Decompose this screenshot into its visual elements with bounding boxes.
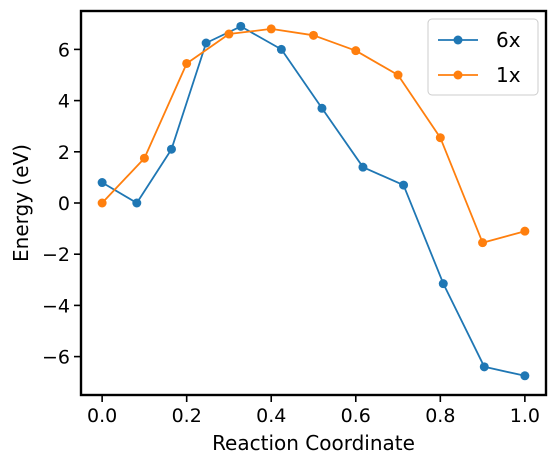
axis-ticks: 0.0 0.2 0.4 0.6 0.8 1.0 −6 −4 −2 0 2 4 6 bbox=[42, 39, 540, 427]
legend-label-6x: 6x bbox=[496, 28, 521, 52]
data-point-1x bbox=[97, 198, 107, 208]
data-point-1x bbox=[435, 133, 445, 143]
x-tick-label: 0.8 bbox=[425, 405, 455, 427]
data-point-1x bbox=[224, 29, 234, 39]
y-tick-label: −6 bbox=[42, 347, 70, 369]
data-point-6x bbox=[317, 103, 327, 113]
y-tick-label: 6 bbox=[58, 39, 70, 61]
data-point-6x bbox=[479, 362, 489, 372]
data-point-6x bbox=[236, 21, 246, 31]
data-point-6x bbox=[399, 180, 409, 190]
legend-marker-6x bbox=[453, 35, 463, 45]
legend-label-1x: 1x bbox=[496, 63, 521, 87]
x-tick-label: 0.2 bbox=[172, 405, 202, 427]
data-point-6x bbox=[520, 371, 530, 381]
data-point-6x bbox=[166, 144, 176, 154]
data-point-1x bbox=[478, 238, 488, 248]
data-point-6x bbox=[97, 178, 107, 188]
x-tick-label: 0.0 bbox=[87, 405, 117, 427]
x-tick-label: 1.0 bbox=[510, 405, 540, 427]
data-point-6x bbox=[201, 38, 211, 48]
data-point-1x bbox=[520, 226, 530, 236]
legend-marker-1x bbox=[453, 70, 463, 80]
y-tick-label: −4 bbox=[42, 295, 70, 317]
plot-marks bbox=[97, 21, 530, 381]
data-point-1x bbox=[182, 58, 192, 68]
y-tick-label: 0 bbox=[58, 193, 70, 215]
data-point-1x bbox=[139, 153, 149, 163]
y-tick-label: 4 bbox=[58, 91, 70, 113]
data-point-1x bbox=[266, 24, 276, 34]
series-line-6x bbox=[101, 25, 526, 377]
data-point-1x bbox=[393, 70, 403, 80]
data-point-6x bbox=[358, 162, 368, 172]
data-point-6x bbox=[438, 279, 448, 289]
data-point-6x bbox=[132, 198, 142, 208]
data-point-1x bbox=[309, 30, 318, 40]
x-tick-label: 0.6 bbox=[341, 405, 371, 427]
legend-box bbox=[427, 18, 539, 96]
data-point-1x bbox=[351, 46, 361, 56]
data-point-6x bbox=[276, 44, 286, 54]
y-tick-label: 2 bbox=[58, 142, 70, 164]
y-tick-label: −2 bbox=[42, 244, 70, 266]
x-axis-label: Reaction Coordinate bbox=[212, 431, 415, 455]
x-tick-label: 0.4 bbox=[256, 405, 286, 427]
y-axis-label: Energy (eV) bbox=[9, 144, 33, 262]
